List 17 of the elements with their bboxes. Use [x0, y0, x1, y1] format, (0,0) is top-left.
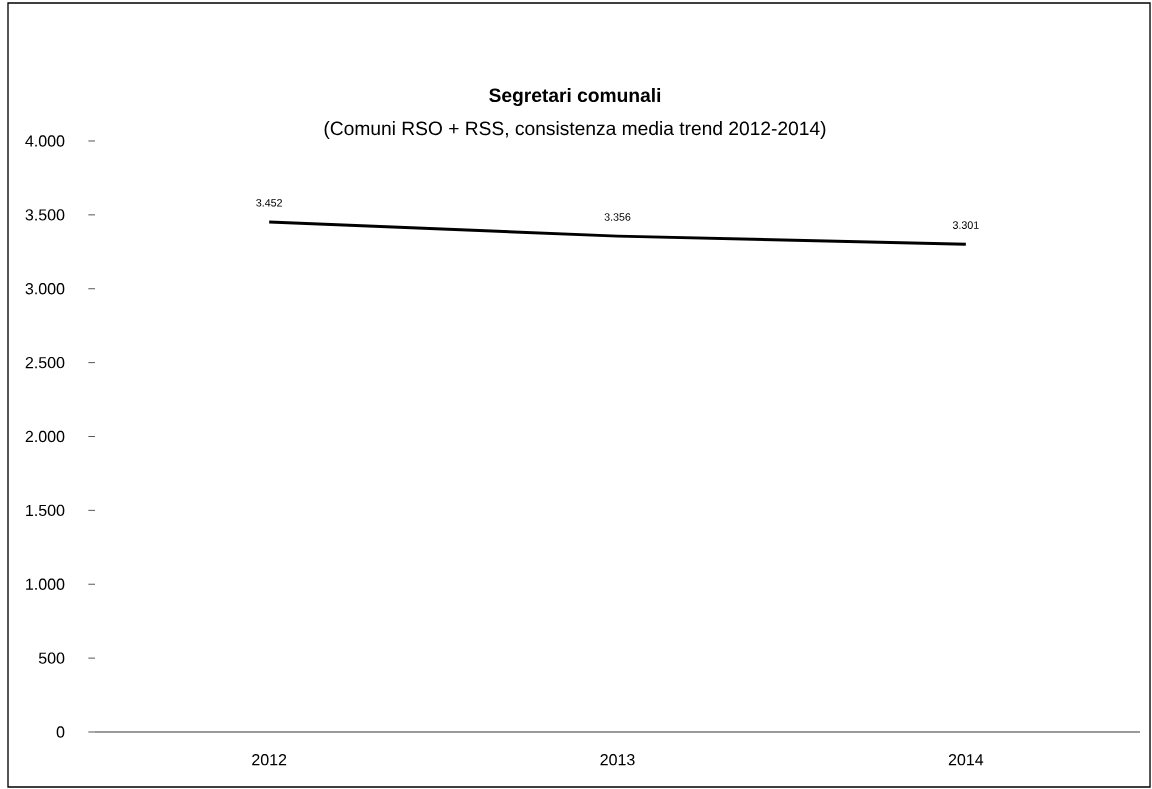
- x-tick-label: 2013: [600, 754, 635, 766]
- chart-subtitle: (Comuni RSO + RSS, consistenza media trend 2012-2014): [324, 121, 826, 139]
- y-tick-label: 4.000: [25, 135, 65, 147]
- data-label: 3.356: [604, 213, 631, 221]
- x-tick-label: 2014: [948, 754, 984, 766]
- data-label: 3.452: [256, 199, 282, 207]
- y-tick-label: 1.000: [26, 578, 65, 590]
- y-tick-label: 3.500: [25, 209, 65, 221]
- y-tick-label: 500: [38, 652, 65, 664]
- y-tick-label: 2.500: [25, 356, 65, 369]
- y-tick-label: 2.000: [25, 430, 65, 443]
- y-tick-label: 1.500: [26, 504, 65, 517]
- chart-title: Segretari comunali: [489, 88, 661, 106]
- y-tick-label: 3.000: [25, 283, 65, 295]
- x-tick-label: 2012: [252, 754, 287, 766]
- data-label: 3.301: [952, 221, 979, 229]
- y-tick-label: 0: [56, 726, 65, 738]
